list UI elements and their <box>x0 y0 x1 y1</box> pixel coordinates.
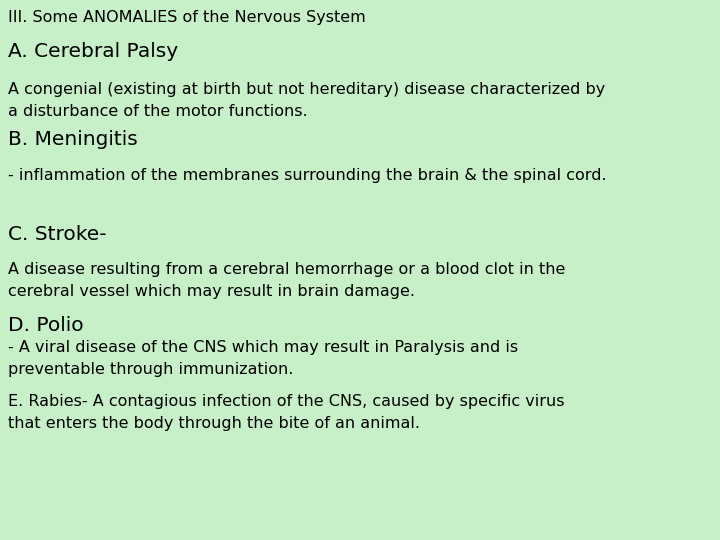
Text: D. Polio: D. Polio <box>8 316 84 335</box>
Text: A congenial (existing at birth but not hereditary) disease characterized by: A congenial (existing at birth but not h… <box>8 82 606 97</box>
Text: B. Meningitis: B. Meningitis <box>8 130 138 149</box>
Text: C. Stroke-: C. Stroke- <box>8 225 107 244</box>
Text: cerebral vessel which may result in brain damage.: cerebral vessel which may result in brai… <box>8 284 415 299</box>
Text: a disturbance of the motor functions.: a disturbance of the motor functions. <box>8 104 307 119</box>
Text: that enters the body through the bite of an animal.: that enters the body through the bite of… <box>8 416 420 431</box>
Text: - inflammation of the membranes surrounding the brain & the spinal cord.: - inflammation of the membranes surround… <box>8 168 607 183</box>
Text: A. Cerebral Palsy: A. Cerebral Palsy <box>8 42 178 61</box>
Text: III. Some ANOMALIES of the Nervous System: III. Some ANOMALIES of the Nervous Syste… <box>8 10 366 25</box>
Text: preventable through immunization.: preventable through immunization. <box>8 362 293 377</box>
Text: E. Rabies- A contagious infection of the CNS, caused by specific virus: E. Rabies- A contagious infection of the… <box>8 394 564 409</box>
Text: - A viral disease of the CNS which may result in Paralysis and is: - A viral disease of the CNS which may r… <box>8 340 518 355</box>
Text: A disease resulting from a cerebral hemorrhage or a blood clot in the: A disease resulting from a cerebral hemo… <box>8 262 565 277</box>
